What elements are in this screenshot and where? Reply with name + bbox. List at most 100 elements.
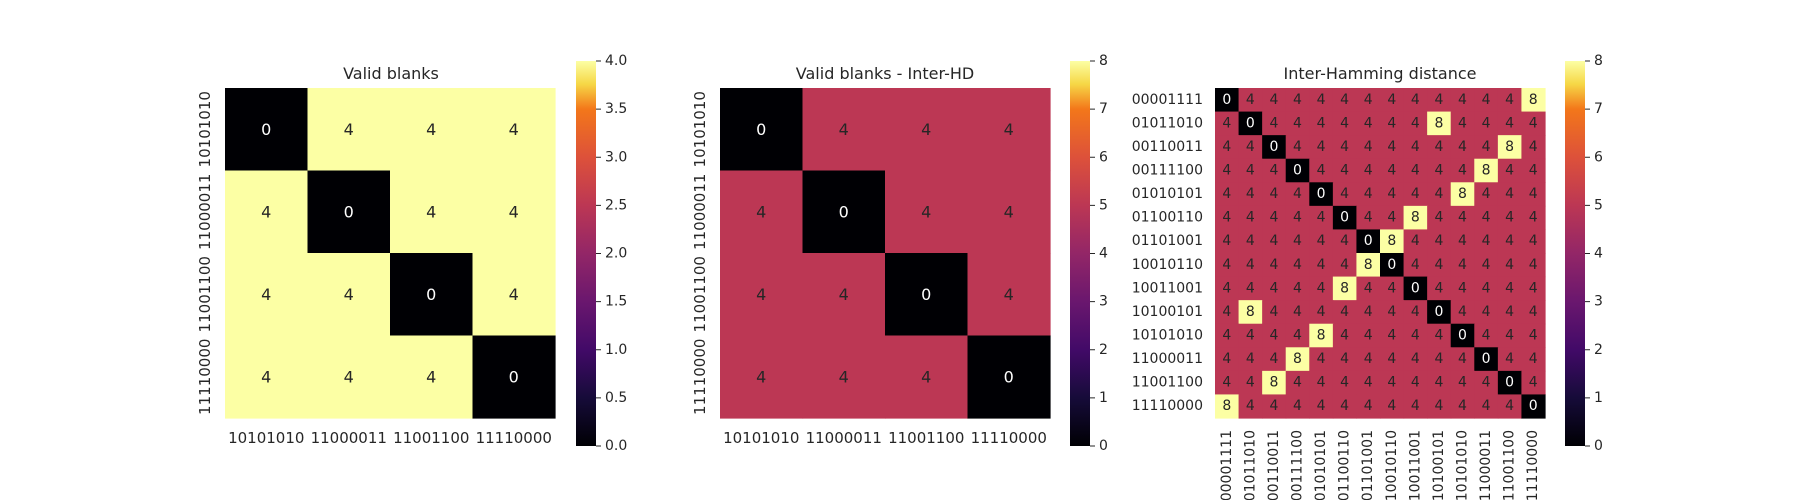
cell-annotation: 4 bbox=[1340, 257, 1349, 273]
cell-annotation: 4 bbox=[1222, 351, 1231, 367]
heatmap-cell bbox=[1262, 370, 1287, 396]
cell-annotation: 4 bbox=[426, 367, 436, 386]
cell-annotation: 4 bbox=[1269, 280, 1278, 296]
x-tick-label: 10011001 bbox=[1407, 430, 1423, 500]
cell-annotation: 4 bbox=[1387, 186, 1396, 202]
cell-annotation: 4 bbox=[1411, 186, 1420, 202]
cell-annotation: 4 bbox=[1269, 115, 1278, 131]
cell-annotation: 4 bbox=[1387, 210, 1396, 226]
cell-annotation: 4 bbox=[1529, 115, 1538, 131]
colorbar-tick-label: 4 bbox=[1099, 246, 1108, 262]
cell-annotation: 4 bbox=[1293, 233, 1302, 249]
cell-annotation: 4 bbox=[1458, 139, 1467, 155]
heatmap-cell bbox=[1380, 158, 1405, 183]
cell-annotation: 8 bbox=[1387, 233, 1396, 249]
colorbar-gradient bbox=[1070, 61, 1090, 446]
colorbar-tick-label: 2.5 bbox=[605, 197, 627, 213]
cell-annotation: 4 bbox=[1387, 139, 1396, 155]
heatmap-cell bbox=[307, 88, 391, 172]
cell-annotation: 4 bbox=[921, 202, 931, 221]
heatmap-cell bbox=[802, 253, 886, 337]
cell-annotation: 4 bbox=[1293, 115, 1302, 131]
heatmap-cell bbox=[1380, 205, 1405, 231]
heatmap-cell bbox=[1521, 135, 1546, 160]
heatmap-cell bbox=[1332, 135, 1358, 160]
y-tick-label: 01010101 bbox=[1132, 186, 1203, 202]
heatmap-cell bbox=[1262, 111, 1287, 136]
heatmap-title: Inter-Hamming distance bbox=[1284, 64, 1477, 83]
heatmap-cell bbox=[1238, 394, 1263, 419]
cell-annotation: 0 bbox=[1482, 351, 1491, 367]
heatmap-cell bbox=[1450, 347, 1475, 372]
cell-annotation: 4 bbox=[1222, 280, 1231, 296]
heatmap-cell bbox=[1380, 300, 1405, 325]
heatmap-cell bbox=[1262, 300, 1287, 325]
colorbar-tick-label: 2 bbox=[1099, 342, 1108, 358]
heatmap-cell bbox=[225, 335, 309, 419]
heatmap-cell bbox=[1380, 135, 1405, 160]
heatmap-cell bbox=[472, 170, 556, 254]
cell-annotation: 4 bbox=[1387, 92, 1396, 108]
cell-annotation: 4 bbox=[1482, 233, 1491, 249]
y-tick-label: 10010110 bbox=[1132, 257, 1203, 273]
cell-annotation: 4 bbox=[1458, 280, 1467, 296]
cell-annotation: 4 bbox=[1505, 398, 1514, 414]
heatmap-cell bbox=[1521, 253, 1546, 278]
heatmap-cell bbox=[1403, 205, 1428, 231]
cell-annotation: 4 bbox=[1269, 257, 1278, 273]
cell-annotation: 4 bbox=[1269, 351, 1278, 367]
heatmap-cell bbox=[1356, 370, 1381, 396]
x-tick-label: 00110011 bbox=[1266, 430, 1282, 500]
cell-annotation: 4 bbox=[1529, 186, 1538, 202]
cell-annotation: 4 bbox=[1387, 351, 1396, 367]
heatmap-cell bbox=[1403, 111, 1428, 136]
colorbar-tick-label: 3.0 bbox=[605, 149, 627, 165]
cell-annotation: 4 bbox=[1293, 280, 1302, 296]
cell-annotation: 4 bbox=[1411, 115, 1420, 131]
cell-annotation: 0 bbox=[1387, 257, 1396, 273]
heatmap-cell bbox=[1497, 205, 1523, 231]
heatmap-cell bbox=[1309, 111, 1334, 136]
heatmap-cell bbox=[1309, 205, 1334, 231]
cell-annotation: 4 bbox=[1458, 351, 1467, 367]
cell-annotation: 4 bbox=[1222, 186, 1231, 202]
heatmap-cell bbox=[1497, 158, 1523, 183]
cell-annotation: 4 bbox=[1458, 233, 1467, 249]
heatmap-cell bbox=[1403, 394, 1428, 419]
heatmap-cell bbox=[1285, 323, 1310, 348]
heatmap-cell bbox=[967, 170, 1051, 254]
heatmap-cell bbox=[1403, 88, 1428, 113]
heatmap-cell bbox=[1356, 253, 1381, 278]
cell-annotation: 4 bbox=[1458, 375, 1467, 391]
heatmap-cell bbox=[1497, 88, 1523, 113]
cell-annotation: 4 bbox=[1411, 398, 1420, 414]
cell-annotation: 4 bbox=[1434, 280, 1443, 296]
x-tick-label: 11001100 bbox=[1502, 430, 1518, 500]
cell-annotation: 4 bbox=[1317, 351, 1326, 367]
heatmap-cell bbox=[1380, 111, 1405, 136]
cell-annotation: 4 bbox=[1458, 163, 1467, 179]
cell-annotation: 4 bbox=[1411, 163, 1420, 179]
cell-annotation: 8 bbox=[1317, 328, 1326, 344]
colorbar-tick-label: 7 bbox=[1594, 101, 1603, 117]
heatmap-cell bbox=[1285, 370, 1310, 396]
cell-annotation: 4 bbox=[261, 285, 271, 304]
cell-annotation: 4 bbox=[1317, 375, 1326, 391]
heatmap-cell bbox=[1427, 158, 1452, 183]
cell-annotation: 4 bbox=[1364, 398, 1373, 414]
heatmap-cell bbox=[885, 253, 969, 337]
heatmap-cells: 0 4 4 4 4 0 4 4 4 4 0 4 4 4 4 0 bbox=[225, 88, 556, 419]
cell-annotation: 4 bbox=[1482, 115, 1491, 131]
cell-annotation: 4 bbox=[1387, 115, 1396, 131]
heatmap-cell bbox=[1403, 253, 1428, 278]
heatmap-cell bbox=[225, 170, 309, 254]
heatmap-cell bbox=[1285, 229, 1310, 254]
cell-annotation: 4 bbox=[1482, 375, 1491, 391]
cell-annotation: 8 bbox=[1458, 186, 1467, 202]
heatmap-cell bbox=[1521, 323, 1546, 348]
heatmap-cell bbox=[1332, 253, 1358, 278]
heatmap-cell bbox=[1474, 158, 1499, 183]
cell-annotation: 4 bbox=[344, 367, 354, 386]
heatmap-cell bbox=[1238, 300, 1263, 325]
y-tick-label: 11110000 bbox=[1132, 398, 1203, 414]
